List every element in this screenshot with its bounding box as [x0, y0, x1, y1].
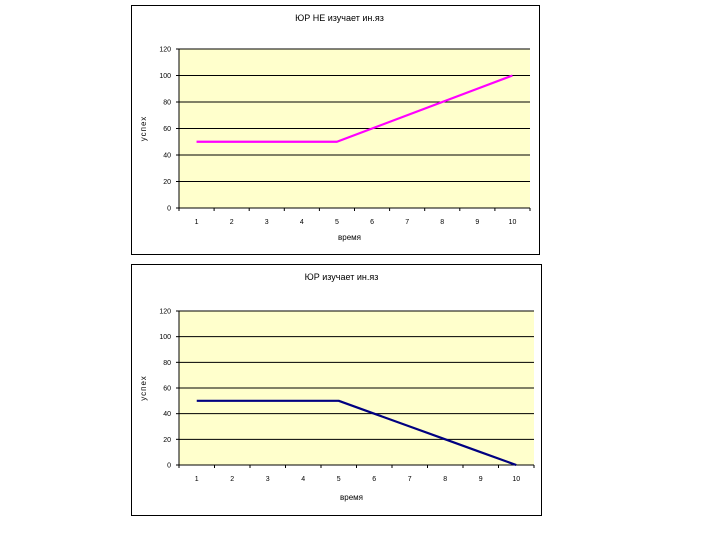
chart-2-y-tick-label-0: 0	[167, 463, 171, 470]
chart-1-y-tick-label-20: 20	[163, 179, 171, 186]
chart-1-y-tick-label-100: 100	[159, 73, 171, 80]
chart-1-y-tick-label-80: 80	[163, 100, 171, 107]
chart-2-x-tick-label-10: 10	[512, 476, 520, 483]
chart-2-y-tick-label-80: 80	[163, 360, 171, 367]
chart-2-svg: 0 20 40 60 80 100 120 1 2 3 4 5 6 7 8 9 10 ЮР изучает ин.…	[139, 272, 535, 502]
chart-1-x-tick-label-2: 2	[230, 219, 234, 226]
chart-1-y-tick-label-40: 40	[163, 153, 171, 160]
chart-1-x-tick-label-9: 9	[475, 219, 479, 226]
chart-1-x-tick-label-1: 1	[195, 219, 199, 226]
chart-1-x-tick-label-3: 3	[265, 219, 269, 226]
chart-2-x-tick-label-8: 8	[443, 476, 447, 483]
chart-2-x-tick-label-5: 5	[337, 476, 341, 483]
chart-1-y-tick-label-120: 120	[159, 47, 171, 54]
chart-1-title: ЮР НЕ изучает ин.яз	[295, 13, 384, 23]
chart-2-y-tick-label-100: 100	[159, 334, 171, 341]
chart-2-x-tick-label-4: 4	[301, 476, 305, 483]
chart-1-x-tick-label-10: 10	[509, 219, 517, 226]
chart-1-x-tick-label-6: 6	[370, 219, 374, 226]
chart-2-series-line-0	[196, 399, 517, 467]
chart-1-series-line-0	[196, 74, 513, 143]
chart-2-x-tick-label-3: 3	[266, 476, 270, 483]
chart-2: 0 20 40 60 80 100 120 1 2 3 4 5 6 7 8 9 10 ЮР изучает ин.…	[131, 264, 542, 516]
chart-1-x-tick-label-8: 8	[440, 219, 444, 226]
chart-2-x-tick-label-1: 1	[195, 476, 199, 483]
chart-1-x-tick-label-4: 4	[300, 219, 304, 226]
chart-2-y-tick-label-120: 120	[159, 309, 171, 316]
chart-2-x-tick-label-9: 9	[479, 476, 483, 483]
chart-2-x-tick-label-7: 7	[408, 476, 412, 483]
chart-1: 0 20 40 60 80 100 120 1 2 3 4 5 6 7 8 9 10 ЮР НЕ изучает …	[131, 5, 540, 255]
chart-1-x-tick-label-7: 7	[405, 219, 409, 226]
chart-1-y-axis-label: успех	[139, 116, 148, 142]
chart-1-y-tick-label-0: 0	[167, 206, 171, 213]
chart-2-title: ЮР изучает ин.яз	[305, 272, 379, 282]
chart-2-y-tick-label-20: 20	[163, 437, 171, 444]
chart-1-x-axis-label: время	[338, 233, 361, 242]
chart-1-y-tick-label-60: 60	[163, 126, 171, 133]
chart-2-x-tick-label-6: 6	[372, 476, 376, 483]
chart-1-x-tick-label-5: 5	[335, 219, 339, 226]
chart-2-x-axis-label: время	[340, 493, 363, 502]
chart-2-y-axis-label: успех	[139, 375, 148, 401]
chart-2-x-tick-label-2: 2	[230, 476, 234, 483]
chart-1-svg: 0 20 40 60 80 100 120 1 2 3 4 5 6 7 8 9 10 ЮР НЕ изучает …	[139, 13, 531, 242]
chart-2-y-tick-label-60: 60	[163, 386, 171, 393]
chart-2-y-tick-label-40: 40	[163, 411, 171, 418]
